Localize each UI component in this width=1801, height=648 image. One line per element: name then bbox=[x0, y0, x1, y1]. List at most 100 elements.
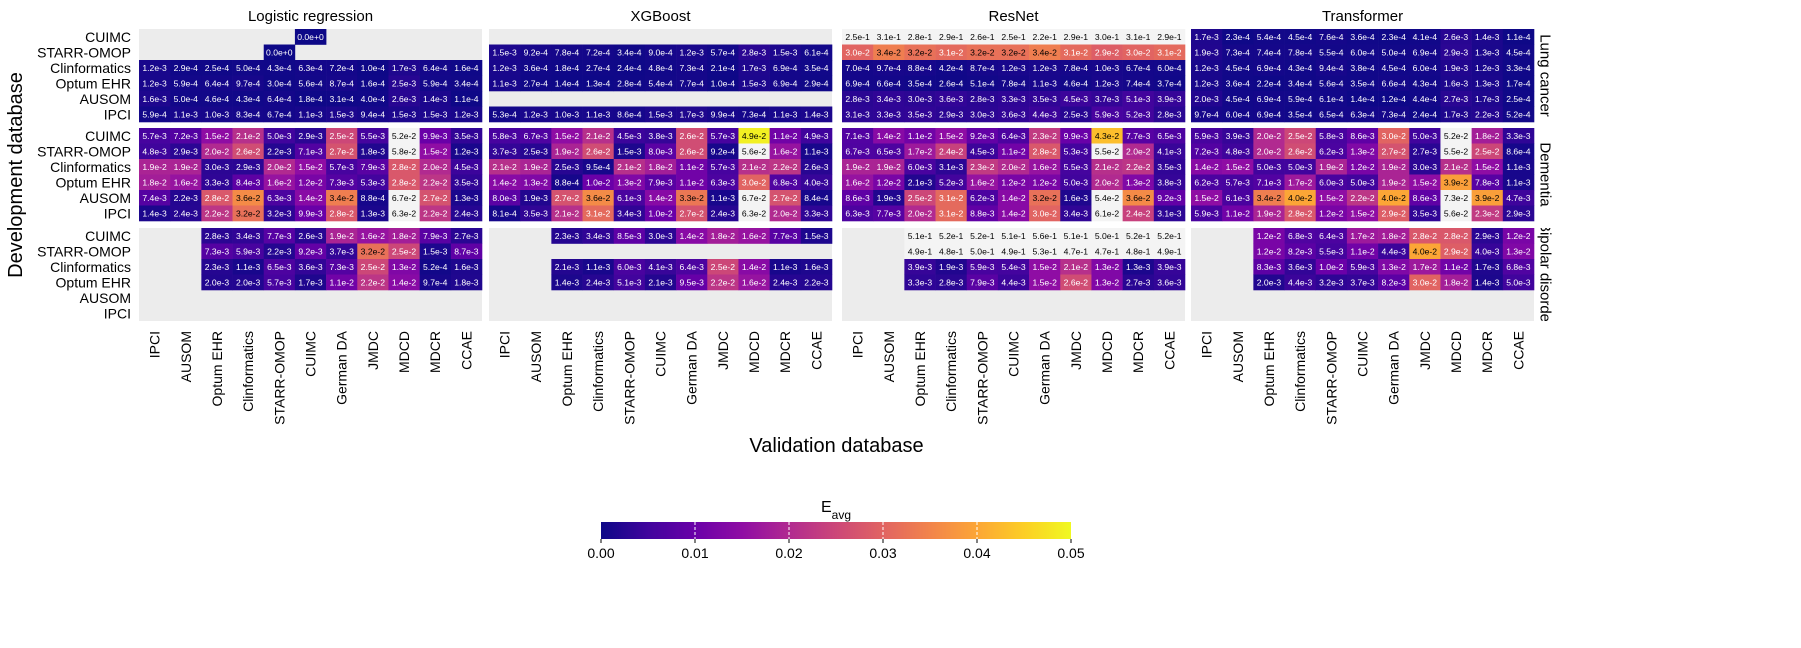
cell-value-label: 9.7e-4 bbox=[1194, 109, 1219, 119]
cell-value-label: 1.6e-2 bbox=[361, 231, 386, 241]
heatmap-cell bbox=[1378, 29, 1410, 45]
heatmap-cell bbox=[294, 143, 327, 160]
cell-value-label: 2.6e-2 bbox=[586, 146, 611, 156]
heatmap-cell bbox=[613, 190, 646, 206]
heatmap-cell bbox=[1122, 243, 1155, 260]
cell-value-label: 5.1e-3 bbox=[1126, 94, 1151, 104]
heatmap-cell bbox=[904, 44, 936, 61]
heatmap-cell bbox=[1091, 29, 1123, 45]
cell-value-label: 3.1e-3 bbox=[845, 109, 870, 119]
heatmap-cell bbox=[966, 190, 999, 206]
cell-value-label: 9.2e-3 bbox=[298, 246, 323, 256]
heatmap-cell bbox=[201, 106, 233, 123]
heatmap-cell bbox=[1060, 106, 1092, 123]
cell-value-label: 8.2e-3 bbox=[1288, 246, 1313, 256]
heatmap-cell bbox=[419, 259, 452, 275]
cell-value-label: 3.0e-3 bbox=[1413, 162, 1438, 172]
heatmap-cell bbox=[419, 243, 452, 260]
heatmap-cell bbox=[1502, 159, 1535, 175]
heatmap-cell bbox=[1122, 60, 1155, 76]
cell-value-label: 2.0e-3 bbox=[236, 277, 261, 287]
heatmap-cell bbox=[419, 159, 452, 175]
heatmap-cell bbox=[935, 75, 968, 92]
cell-value-label: 2.5e-3 bbox=[392, 78, 417, 88]
cell-value-label: 2.4e-4 bbox=[617, 63, 642, 73]
cell-value-label: 1.9e-2 bbox=[845, 162, 870, 172]
cell-value-label: 1.1e-2 bbox=[1444, 262, 1469, 272]
heatmap-cell bbox=[904, 174, 936, 191]
heatmap-cell bbox=[139, 75, 171, 92]
cell-value-label: 3.0e-2 bbox=[845, 47, 870, 57]
heatmap-cell bbox=[139, 159, 171, 175]
heatmap-cell bbox=[676, 259, 708, 275]
heatmap-cell bbox=[1091, 128, 1123, 144]
heatmap-cell bbox=[935, 44, 968, 61]
heatmap-cell bbox=[1153, 159, 1186, 175]
heatmap-cell bbox=[935, 259, 968, 275]
cell-value-label: 3.6e-3 bbox=[1288, 262, 1313, 272]
heatmap-cell bbox=[1502, 274, 1535, 291]
heatmap-cell bbox=[201, 143, 233, 160]
cell-value-label: 1.2e-3 bbox=[454, 109, 479, 119]
heatmap-cell bbox=[1440, 75, 1472, 92]
cell-value-label: 5.2e-1 bbox=[939, 231, 964, 241]
cell-value-label: 5.4e-2 bbox=[1095, 193, 1120, 203]
cell-value-label: 5.9e-4 bbox=[1288, 94, 1313, 104]
cell-value-label: 2.2e-1 bbox=[1032, 32, 1057, 42]
cell-value-label: 8.6e-3 bbox=[1350, 131, 1375, 141]
cell-value-label: 3.8e-3 bbox=[1157, 177, 1182, 187]
cell-value-label: 1.5e-3 bbox=[392, 109, 417, 119]
heatmap-cell bbox=[1315, 106, 1348, 123]
cell-value-label: 2.4e-4 bbox=[1413, 109, 1438, 119]
cell-value-label: 3.6e-3 bbox=[939, 94, 964, 104]
heatmap-cell bbox=[1029, 91, 1061, 107]
heatmap-cell bbox=[1409, 91, 1441, 107]
heatmap-cell bbox=[551, 143, 583, 160]
heatmap-cell bbox=[419, 143, 452, 160]
heatmap-cell bbox=[873, 106, 905, 123]
heatmap-cell bbox=[294, 128, 327, 144]
cell-value-label: 1.5e-2 bbox=[1350, 208, 1375, 218]
cell-value-label: 1.2e-2 bbox=[1350, 162, 1375, 172]
cell-value-label: 2.1e-2 bbox=[586, 131, 611, 141]
development-db-label: Optum EHR bbox=[56, 274, 131, 290]
cell-value-label: 8.3e-4 bbox=[236, 109, 261, 119]
heatmap-cell bbox=[551, 190, 583, 206]
heatmap-cell bbox=[1153, 174, 1186, 191]
cell-value-label: 7.2e-3 bbox=[174, 131, 199, 141]
cell-value-label: 5.5e-3 bbox=[361, 131, 386, 141]
cell-value-label: 2.8e-3 bbox=[205, 231, 230, 241]
heatmap-cell bbox=[582, 44, 615, 61]
heatmap-cell bbox=[997, 190, 1030, 206]
heatmap-cell bbox=[800, 44, 833, 61]
cell-value-label: 2.2e-3 bbox=[804, 277, 829, 287]
heatmap-cell bbox=[1253, 259, 1285, 275]
heatmap-cell bbox=[1409, 29, 1441, 45]
cell-value-label: 3.3e-3 bbox=[1001, 94, 1026, 104]
cell-value-label: 3.6e-4 bbox=[1226, 78, 1251, 88]
cell-value-label: 6.5e-3 bbox=[877, 146, 902, 156]
heatmap-cell bbox=[1346, 159, 1379, 175]
heatmap-cell bbox=[644, 228, 677, 244]
heatmap-cell bbox=[551, 44, 583, 61]
cell-value-label: 5.9e-4 bbox=[174, 78, 199, 88]
cell-value-label: 1.3e-2 bbox=[1350, 146, 1375, 156]
cell-value-label: 3.9e-3 bbox=[1226, 131, 1251, 141]
cell-value-label: 5.9e-3 bbox=[1194, 208, 1219, 218]
heatmap-cell bbox=[1029, 159, 1061, 175]
heatmap-cell bbox=[1091, 106, 1123, 123]
heatmap-cell bbox=[1471, 91, 1504, 107]
cell-value-label: 2.2e-2 bbox=[423, 208, 448, 218]
heatmap-cell bbox=[1122, 190, 1155, 206]
heatmap-cell bbox=[170, 128, 202, 144]
cell-value-label: 6.4e-3 bbox=[679, 262, 704, 272]
cell-value-label: 2.7e-2 bbox=[773, 193, 798, 203]
cell-value-label: 4.8e-4 bbox=[648, 63, 673, 73]
heatmap-cell bbox=[520, 128, 552, 144]
validation-db-tick-label: CUIMC bbox=[1355, 331, 1371, 377]
heatmap-cell bbox=[769, 44, 802, 61]
cell-value-label: 1.9e-3 bbox=[939, 262, 964, 272]
heatmap-cell bbox=[707, 190, 739, 206]
cell-value-label: 2.0e-2 bbox=[205, 146, 230, 156]
heatmap-cell bbox=[139, 106, 171, 123]
